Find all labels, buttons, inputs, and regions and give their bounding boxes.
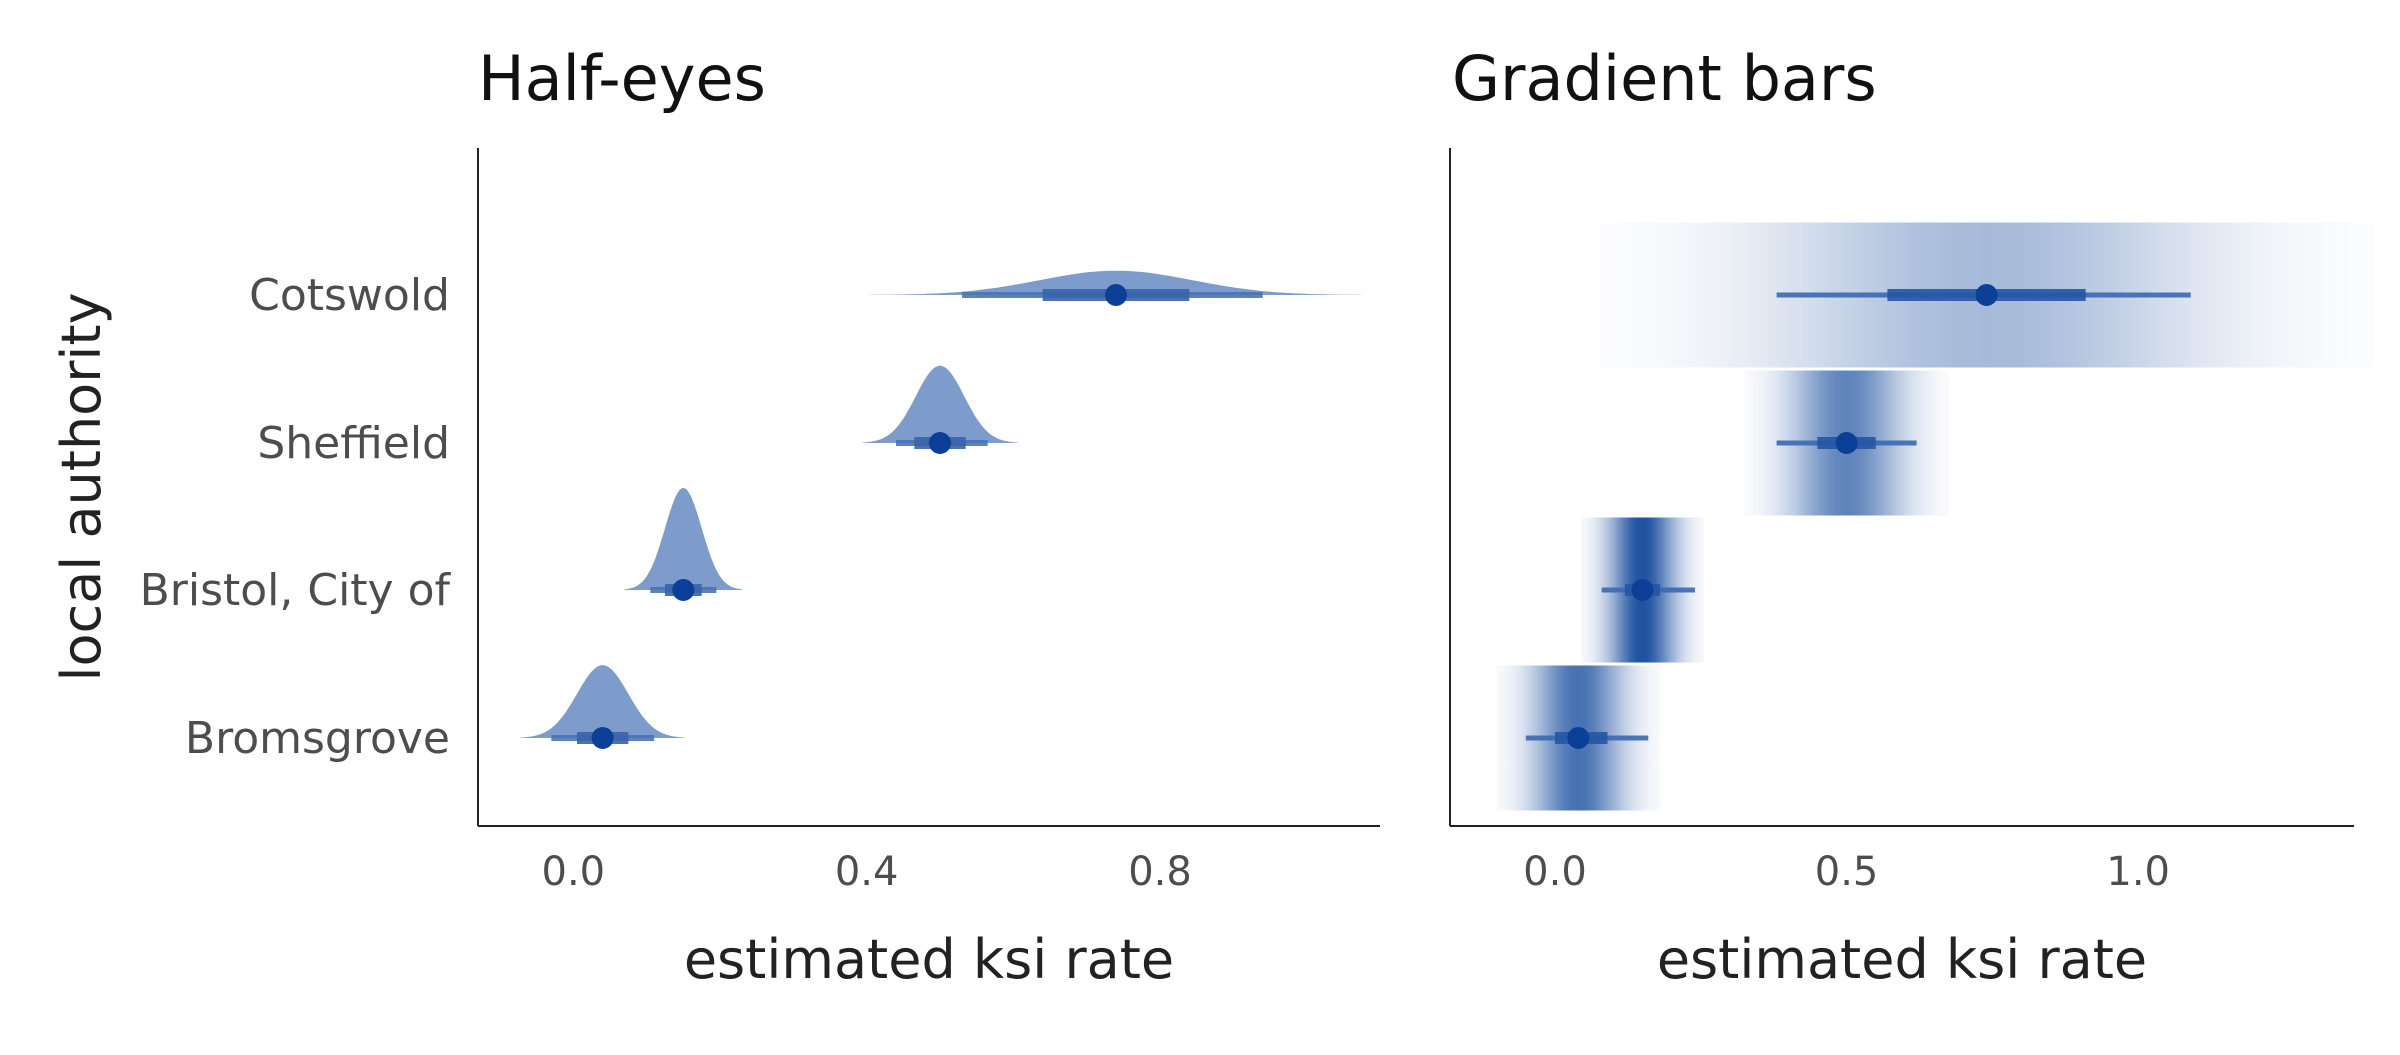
category-label-1: Sheffield (257, 418, 450, 469)
x-tick-label-1-2: 1.0 (2106, 849, 2170, 895)
point-estimate-sheffield (929, 432, 951, 454)
density-cotswold (869, 270, 1363, 295)
category-label-3: Bromsgrove (185, 713, 450, 764)
x-tick-label-1-0: 0.0 (1523, 849, 1587, 895)
point-estimate-bristol-city-of (672, 579, 695, 601)
category-label-2: Bristol, City of (140, 565, 452, 616)
density-sheffield (862, 365, 1018, 443)
point-estimate-bristol-city-of (1631, 579, 1654, 601)
point-estimate-bromsgrove (1567, 727, 1590, 749)
x-tick-label-0-1: 0.4 (835, 849, 899, 895)
panel-1 (1449, 148, 2375, 827)
density-bristol-city-of (624, 488, 742, 590)
panel-title-0: Half-eyes (478, 42, 766, 115)
x-axis-title-1: estimated ksi rate (1657, 928, 2147, 991)
x-tick-label-1-1: 0.5 (1815, 849, 1879, 895)
density-bromsgrove (520, 665, 685, 738)
point-estimate-bromsgrove (591, 727, 614, 749)
x-tick-label-0-0: 0.0 (542, 849, 606, 895)
x-axis-title-0: estimated ksi rate (684, 928, 1174, 991)
point-estimate-cotswold (1975, 284, 1998, 306)
x-tick-label-0-2: 0.8 (1128, 849, 1192, 895)
panel-title-1: Gradient bars (1452, 42, 1877, 115)
category-label-0: Cotswold (249, 270, 450, 321)
y-axis-title: local authority (50, 292, 113, 681)
panel-0 (477, 148, 1380, 827)
point-estimate-sheffield (1835, 432, 1858, 454)
point-estimate-cotswold (1105, 284, 1127, 306)
